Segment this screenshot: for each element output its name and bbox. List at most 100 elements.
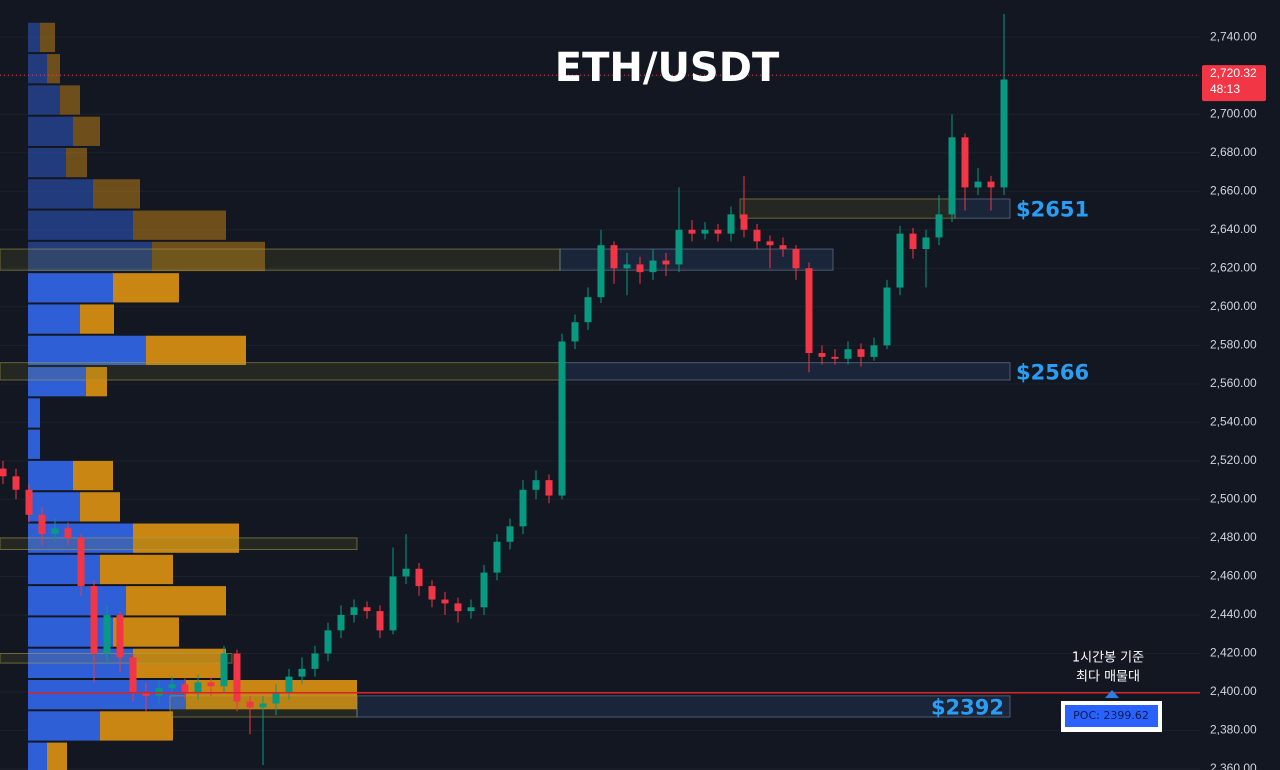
- profile-sell: [113, 617, 179, 647]
- profile-sell: [40, 22, 55, 53]
- candle-body: [831, 356, 839, 359]
- profile-buy: [28, 304, 80, 334]
- profile-buy: [28, 460, 73, 491]
- candle-body: [142, 691, 150, 696]
- candle-body: [428, 586, 436, 600]
- zone: [0, 248, 561, 271]
- profile-buy: [28, 241, 152, 272]
- profile-buy: [28, 742, 47, 770]
- candle-body: [402, 568, 410, 577]
- profile-buy: [28, 492, 80, 522]
- profile-sell: [80, 304, 114, 334]
- candle-body: [987, 181, 995, 188]
- candle-body: [870, 345, 878, 357]
- poc-box-inner: [1065, 705, 1158, 727]
- candle-body: [974, 181, 982, 188]
- last-price-label: 2,720.32: [1210, 66, 1257, 80]
- candle-body: [545, 480, 553, 496]
- annotation-arrow: [1105, 690, 1119, 698]
- y-tick-label: 2,560.00: [1210, 376, 1257, 390]
- zone-label: $2566: [1016, 360, 1089, 384]
- candle-body: [129, 657, 137, 692]
- zone: [559, 362, 1011, 381]
- candle-body: [181, 684, 189, 692]
- candle-body: [480, 572, 488, 608]
- candle-body: [389, 576, 397, 631]
- candle-body: [38, 514, 46, 535]
- zone: [0, 652, 233, 664]
- candle-body: [649, 260, 657, 273]
- candle-body: [701, 229, 709, 234]
- profile-buy: [28, 22, 40, 53]
- profile-sell: [133, 210, 226, 240]
- candles: [0, 14, 1008, 766]
- candle-body: [207, 682, 215, 687]
- candle-body: [77, 537, 85, 587]
- candle-body: [805, 268, 813, 354]
- candle-body: [779, 245, 787, 250]
- zone-label: $2392: [931, 695, 1004, 719]
- zone: [0, 362, 561, 381]
- profile-buy: [28, 617, 113, 647]
- candle-body: [272, 691, 280, 704]
- last-price-box: [1202, 65, 1266, 102]
- candle-body: [519, 489, 527, 527]
- y-tick-label: 2,600.00: [1210, 299, 1257, 313]
- candle-body: [441, 599, 449, 604]
- profile-buy: [28, 147, 66, 178]
- y-tick-label: 2,480.00: [1210, 530, 1257, 544]
- profile-sell: [47, 742, 67, 770]
- candle-body: [662, 260, 670, 265]
- candle-body: [753, 229, 761, 242]
- profile-buy: [28, 116, 73, 146]
- candle-body: [51, 528, 59, 535]
- profile-sell: [126, 586, 226, 616]
- zone: [954, 198, 1011, 219]
- candle-body: [324, 630, 332, 654]
- candle-body: [935, 214, 943, 238]
- candle-body: [168, 684, 176, 689]
- profile-sell: [152, 241, 265, 272]
- candle-body: [454, 603, 462, 612]
- zone: [0, 537, 358, 550]
- candle-body: [103, 614, 111, 654]
- candle-body: [584, 297, 592, 323]
- y-tick-label: 2,420.00: [1210, 646, 1257, 660]
- zone-label: $2651: [1016, 198, 1089, 222]
- candle-body: [376, 611, 384, 631]
- candle-body: [246, 701, 254, 708]
- candle-body: [350, 607, 358, 615]
- profile-buy: [28, 554, 100, 585]
- y-tick-label: 2,660.00: [1210, 183, 1257, 197]
- candle-body: [844, 349, 852, 359]
- profile-sell: [146, 335, 246, 366]
- candle-body: [727, 214, 735, 234]
- candle-body: [467, 607, 475, 612]
- zone: [356, 695, 1011, 718]
- profile-sell: [73, 460, 113, 491]
- profile-sell: [113, 273, 179, 303]
- y-tick-label: 2,680.00: [1210, 145, 1257, 159]
- candle-body: [0, 468, 7, 477]
- candle-body: [415, 568, 423, 587]
- candle-body: [961, 137, 969, 188]
- profile-buy: [28, 210, 133, 240]
- candle-body: [610, 245, 618, 269]
- candle-body: [311, 653, 319, 669]
- candle-body: [363, 607, 371, 612]
- y-tick-label: 2,460.00: [1210, 569, 1257, 583]
- y-tick-label: 2,500.00: [1210, 492, 1257, 506]
- profile-sell: [100, 554, 173, 585]
- candle-body: [675, 229, 683, 265]
- profile-sell: [47, 54, 60, 84]
- candle-body: [64, 528, 72, 538]
- y-tick-label: 2,360.00: [1210, 761, 1257, 770]
- candle-body: [623, 264, 631, 269]
- profile-buy: [28, 85, 60, 115]
- candle-body: [506, 526, 514, 542]
- profile-buy: [28, 429, 40, 459]
- y-tick-label: 2,620.00: [1210, 260, 1257, 274]
